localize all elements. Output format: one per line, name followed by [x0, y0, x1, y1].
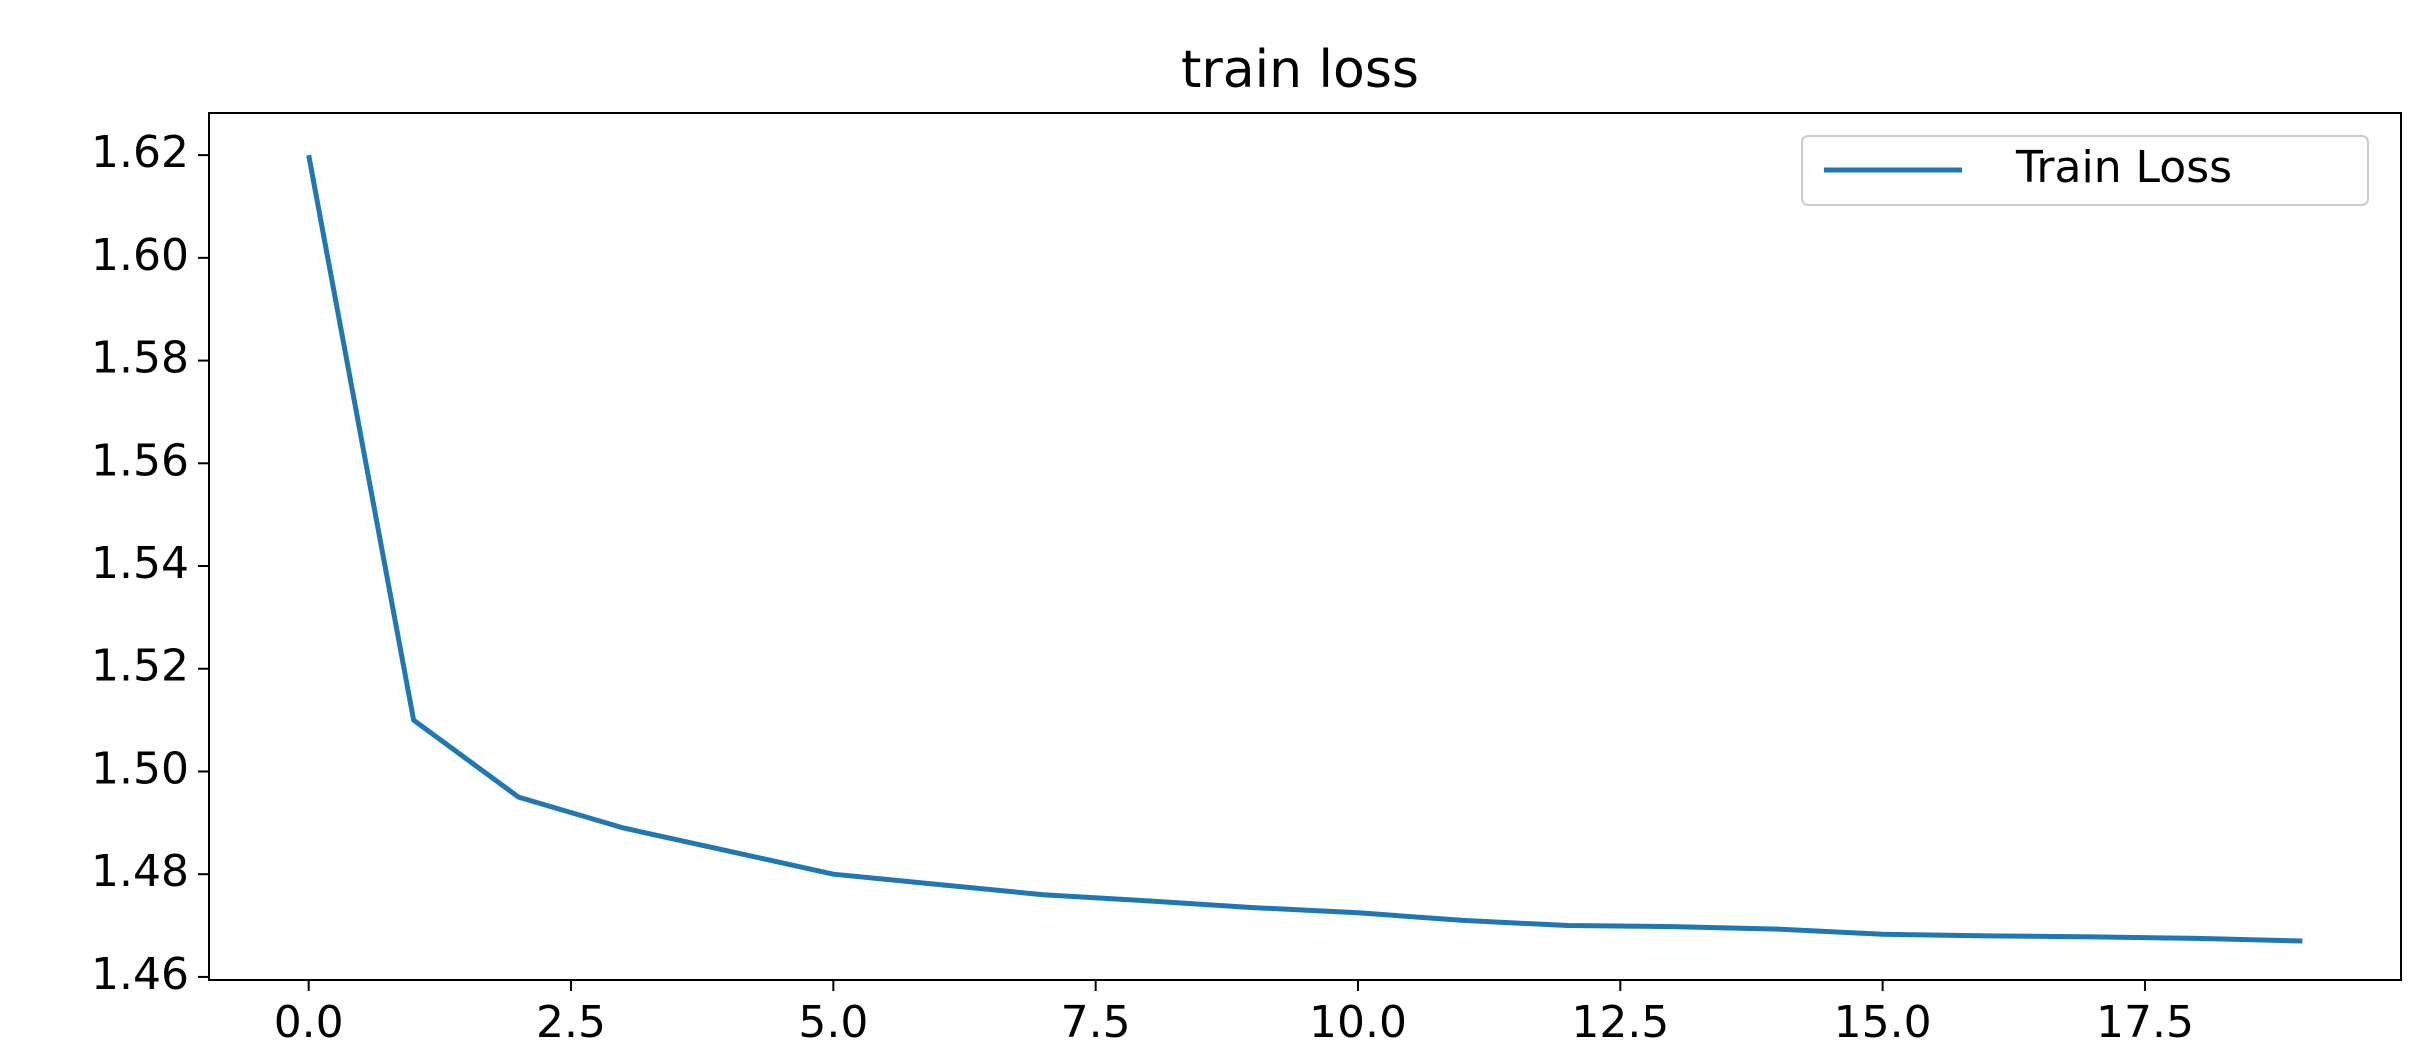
x-tick-label: 10.0 [1309, 997, 1407, 1048]
legend-label: Train Loss [2015, 142, 2232, 193]
y-tick-label: 1.58 [91, 333, 189, 384]
y-tick-label: 1.60 [91, 230, 189, 281]
plot-frame [208, 112, 2402, 981]
y-tick-label: 1.48 [91, 846, 189, 897]
legend-box [1801, 135, 2369, 206]
y-tick-label: 1.52 [91, 641, 189, 692]
x-tick-label: 17.5 [2096, 997, 2194, 1048]
x-tick-label: 12.5 [1571, 997, 1669, 1048]
y-tick-label: 1.54 [91, 538, 189, 589]
y-tick-label: 1.62 [91, 127, 189, 178]
x-tick-label: 2.5 [536, 997, 606, 1048]
x-tick-label: 7.5 [1061, 997, 1131, 1048]
line [306, 154, 2303, 944]
y-tick-label: 1.50 [91, 743, 189, 794]
y-tick-label: 1.56 [91, 435, 189, 486]
x-tick-label: 0.0 [274, 997, 344, 1048]
chart-title: train loss [1181, 40, 1419, 100]
y-tick-label: 1.46 [91, 949, 189, 1000]
x-tick-label: 5.0 [798, 997, 868, 1048]
x-tick-label: 15.0 [1834, 997, 1932, 1048]
